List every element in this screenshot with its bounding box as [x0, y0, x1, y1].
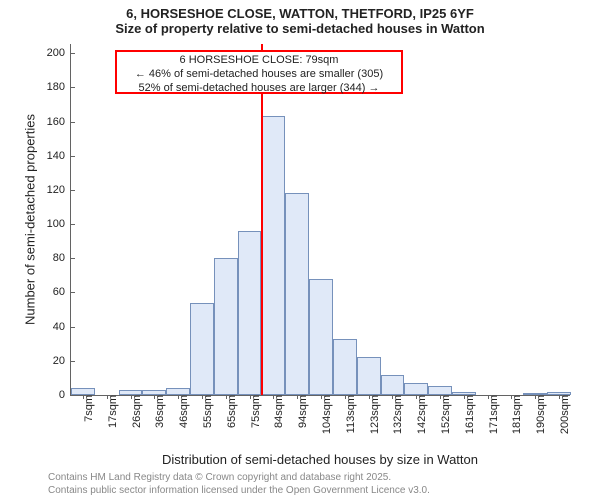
annotation-line-2: ← 46% of semi-detached houses are smalle…	[121, 68, 397, 82]
histogram-bar	[166, 388, 190, 395]
x-tick: 55sqm	[198, 395, 214, 428]
x-axis-label: Distribution of semi-detached houses by …	[70, 452, 570, 467]
y-tick: 80	[53, 252, 71, 264]
x-tick: 171sqm	[484, 395, 500, 434]
y-tick: 60	[53, 286, 71, 298]
x-tick: 75sqm	[246, 395, 262, 428]
x-tick: 36sqm	[150, 395, 166, 428]
y-axis-label: Number of semi-detached properties	[23, 95, 38, 345]
histogram-bar	[428, 386, 452, 395]
y-tick: 40	[53, 321, 71, 333]
histogram-bar	[71, 388, 95, 395]
x-tick: 190sqm	[531, 395, 547, 434]
x-tick: 152sqm	[436, 395, 452, 434]
y-tick: 100	[47, 218, 71, 230]
chart-title-line2: Size of property relative to semi-detach…	[0, 21, 600, 36]
chart-title-line1: 6, HORSESHOE CLOSE, WATTON, THETFORD, IP…	[0, 0, 600, 21]
x-tick: 113sqm	[341, 395, 357, 433]
histogram-bar	[333, 339, 357, 395]
x-tick: 17sqm	[103, 395, 119, 428]
annotation-line-1: 6 HORSESHOE CLOSE: 79sqm	[121, 54, 397, 68]
x-tick: 200sqm	[555, 395, 571, 434]
y-tick: 140	[47, 150, 71, 162]
x-tick: 132sqm	[388, 395, 404, 434]
marker-line	[261, 44, 263, 395]
x-tick: 94sqm	[293, 395, 309, 428]
y-tick: 160	[47, 116, 71, 128]
y-tick: 200	[47, 47, 71, 59]
plot-area: 0204060801001201401601802007sqm17sqm26sq…	[70, 44, 570, 396]
plot-wrap: 0204060801001201401601802007sqm17sqm26sq…	[70, 44, 570, 396]
histogram-bar	[261, 116, 285, 395]
y-tick: 0	[59, 389, 71, 401]
x-tick: 65sqm	[222, 395, 238, 428]
y-tick: 180	[47, 81, 71, 93]
footer-line-1: Contains HM Land Registry data © Crown c…	[48, 472, 430, 485]
x-tick: 123sqm	[365, 395, 381, 434]
histogram-bar	[190, 303, 214, 395]
x-tick: 142sqm	[412, 395, 428, 434]
footer-attribution: Contains HM Land Registry data © Crown c…	[48, 472, 430, 497]
x-tick: 26sqm	[127, 395, 143, 428]
histogram-bar	[309, 279, 333, 395]
x-tick: 7sqm	[79, 395, 95, 422]
histogram-bar	[381, 375, 405, 396]
y-tick: 20	[53, 355, 71, 367]
footer-line-2: Contains public sector information licen…	[48, 485, 430, 498]
histogram-bar	[238, 231, 262, 395]
x-tick: 161sqm	[460, 395, 476, 434]
histogram-bar	[214, 258, 238, 395]
histogram-bar	[285, 193, 309, 395]
annotation-box: 6 HORSESHOE CLOSE: 79sqm ← 46% of semi-d…	[115, 50, 403, 94]
y-tick: 120	[47, 184, 71, 196]
x-tick: 104sqm	[317, 395, 333, 434]
x-tick: 181sqm	[507, 395, 523, 434]
x-tick: 46sqm	[174, 395, 190, 428]
histogram-bar	[357, 357, 381, 395]
x-tick: 84sqm	[269, 395, 285, 428]
histogram-bar	[404, 383, 428, 395]
annotation-line-3: 52% of semi-detached houses are larger (…	[121, 82, 397, 96]
